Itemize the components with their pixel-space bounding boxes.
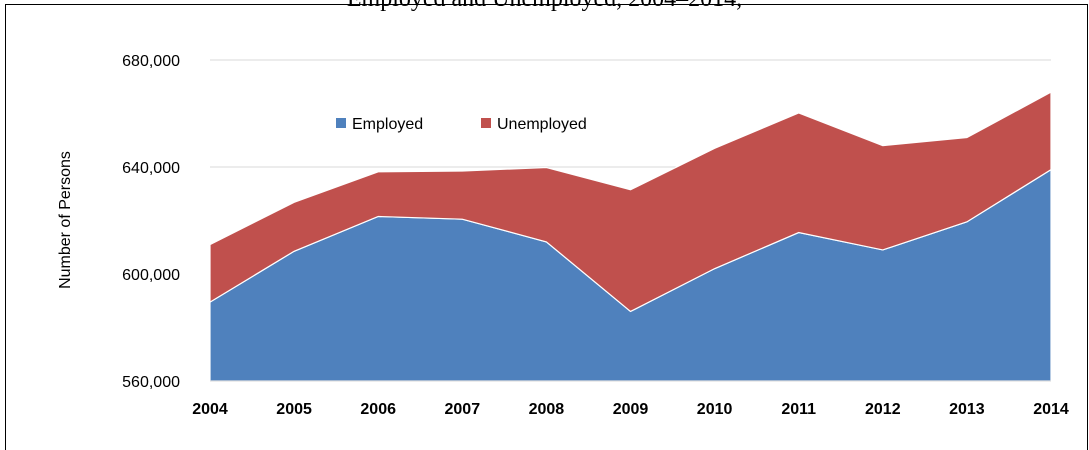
x-tick-label: 2006 bbox=[360, 401, 396, 418]
chart-frame bbox=[5, 4, 1088, 450]
y-tick-label: 600,000 bbox=[122, 267, 180, 284]
y-tick-label: 640,000 bbox=[122, 160, 180, 177]
x-tick-label: 2005 bbox=[276, 401, 312, 418]
page-title: Employed and Unemployed, 2004–2014, bbox=[0, 0, 1089, 13]
x-tick-label: 2007 bbox=[445, 401, 481, 418]
y-tick-label: 560,000 bbox=[122, 374, 180, 391]
x-tick-label: 2009 bbox=[613, 401, 649, 418]
legend-label-unemployed: Unemployed bbox=[497, 116, 587, 133]
area-series-unemployed bbox=[209, 91, 1052, 313]
x-tick-label: 2012 bbox=[865, 401, 901, 418]
y-axis-label: Number of Persons bbox=[57, 151, 74, 289]
x-tick-label: 2008 bbox=[529, 401, 565, 418]
x-tick-label: 2011 bbox=[781, 401, 816, 418]
x-tick-label: 2004 bbox=[192, 401, 228, 418]
x-tick-label: 2014 bbox=[1033, 401, 1069, 418]
legend-label-employed: Employed bbox=[352, 116, 423, 133]
x-tick-label: 2013 bbox=[949, 401, 985, 418]
x-tick-label: 2010 bbox=[697, 401, 733, 418]
legend-swatch-employed bbox=[336, 118, 346, 128]
legend-swatch-unemployed bbox=[481, 118, 491, 128]
y-tick-label: 680,000 bbox=[122, 53, 180, 70]
